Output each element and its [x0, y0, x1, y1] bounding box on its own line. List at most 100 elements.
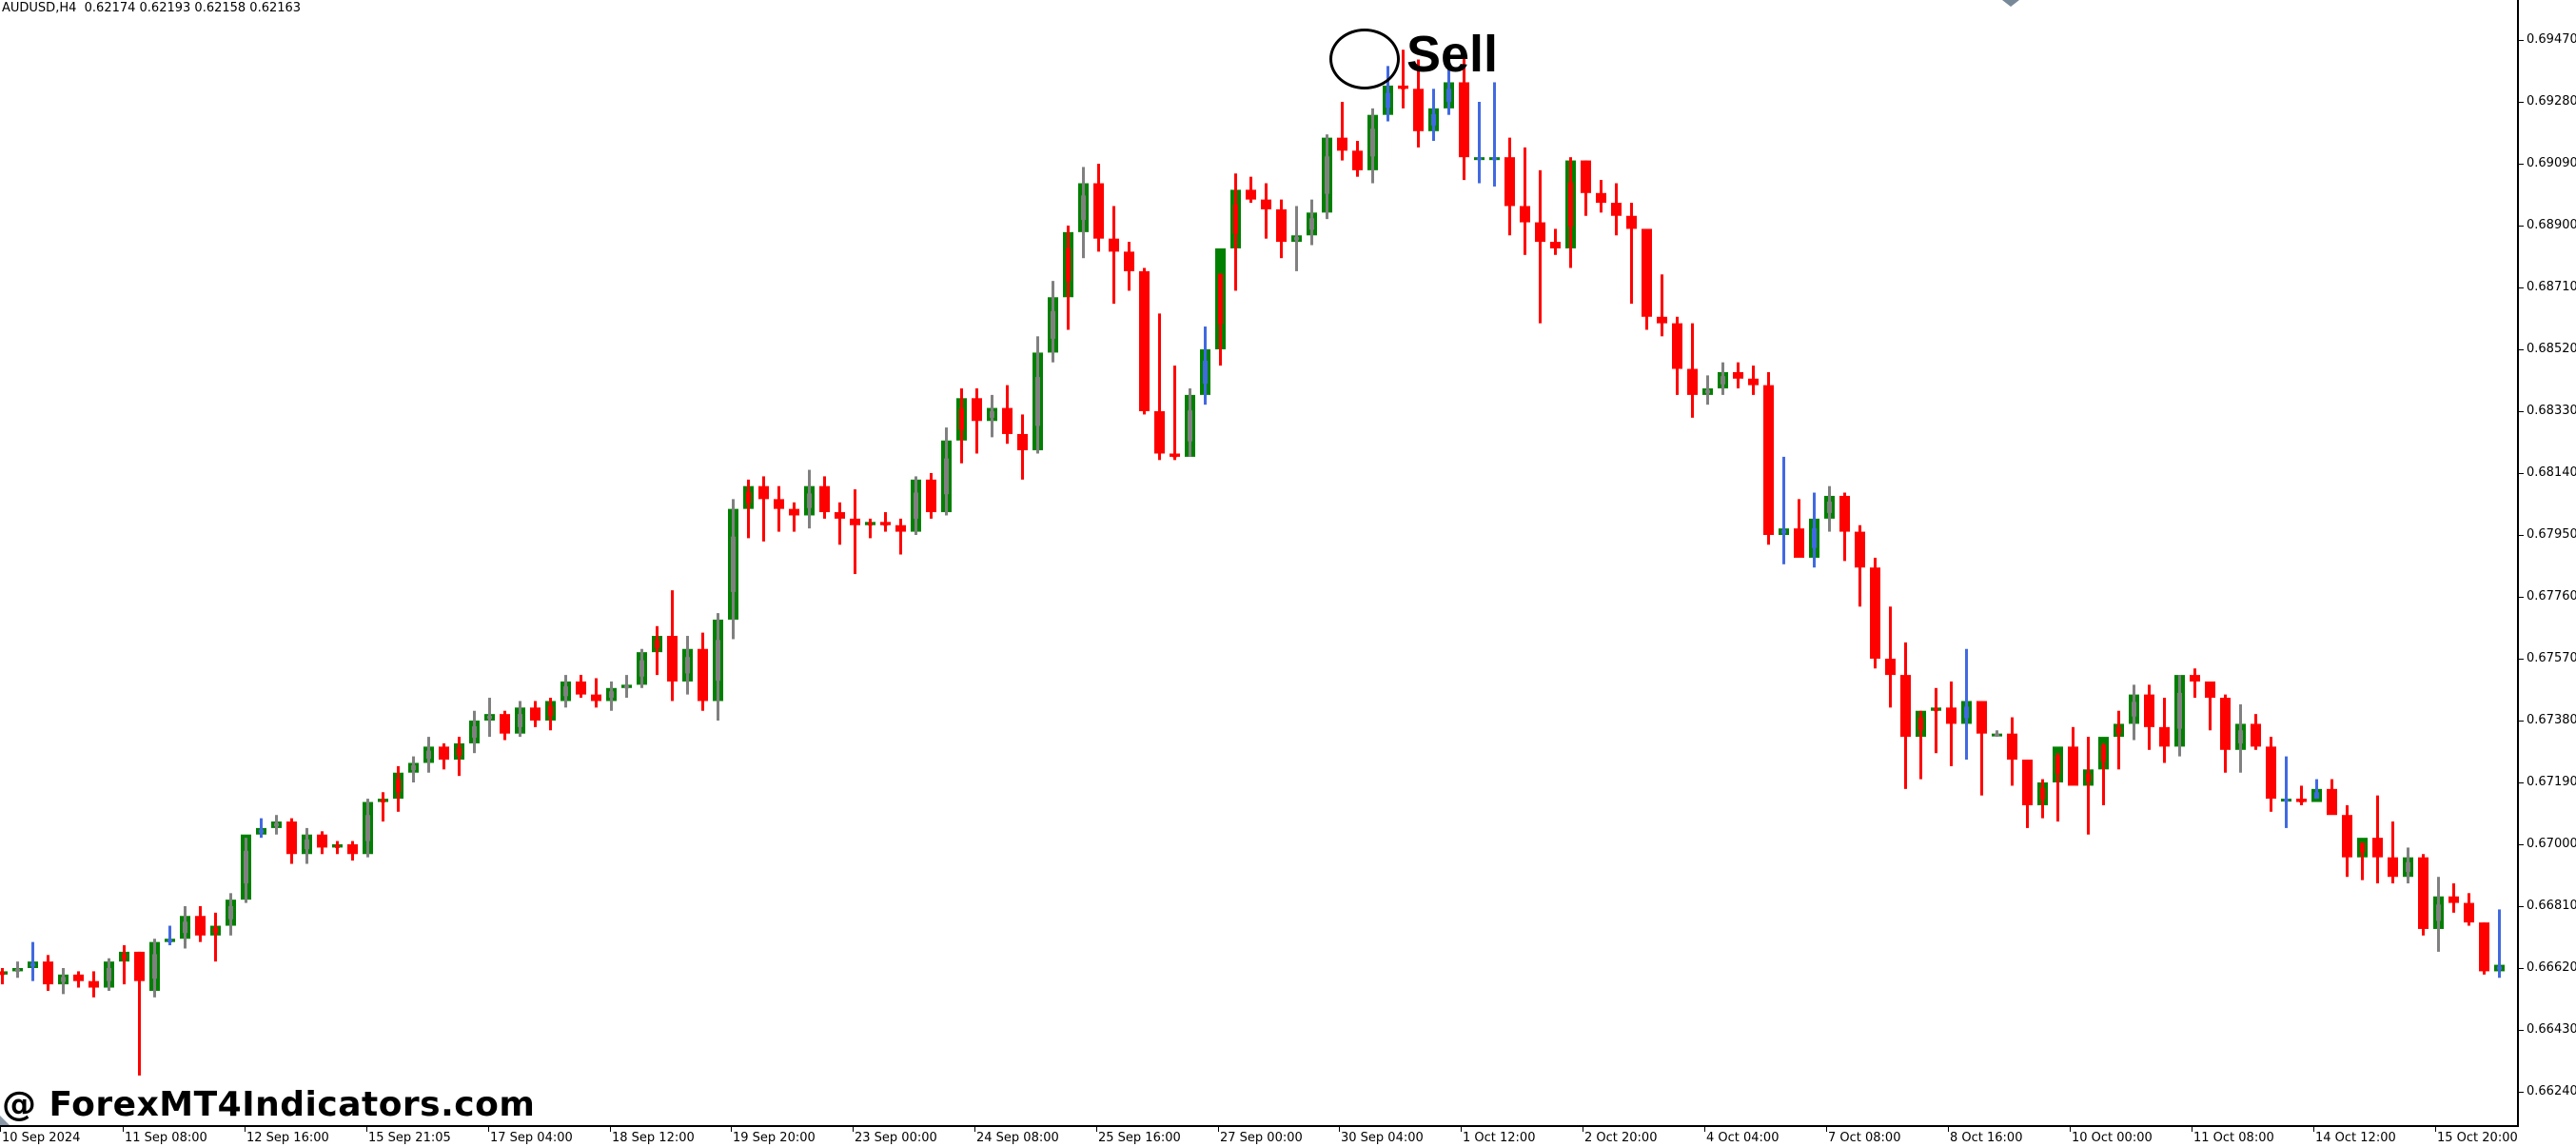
candle	[1048, 281, 1058, 363]
price-tick	[2519, 164, 2524, 165]
candle	[12, 961, 23, 979]
candle	[1170, 366, 1180, 461]
price-label: 0.69090	[2527, 156, 2576, 170]
price-label: 0.69470	[2527, 32, 2576, 47]
price-label: 0.66810	[2527, 899, 2576, 913]
time-label: 25 Sep 16:00	[1098, 1131, 1181, 1145]
price-label: 0.67950	[2527, 527, 2576, 542]
time-tick	[2435, 1127, 2436, 1132]
candle	[302, 827, 312, 864]
candle	[758, 476, 769, 542]
candle	[1961, 648, 1972, 761]
symbol-info: AUDUSD,H4 0.62174 0.62193 0.62158 0.6216…	[2, 1, 302, 15]
candle	[530, 701, 541, 727]
candle	[439, 742, 449, 770]
price-tick	[2519, 40, 2524, 41]
time-tick	[1704, 1127, 1705, 1132]
candle	[1215, 247, 1226, 366]
candle	[1824, 485, 1835, 532]
candle	[2418, 854, 2429, 936]
candle	[1779, 456, 1789, 564]
candle	[835, 502, 845, 545]
sell-signal-circle	[1329, 29, 1400, 89]
candle	[865, 518, 875, 539]
candle	[1535, 169, 1545, 324]
candle	[286, 818, 297, 864]
time-label: 2 Oct 20:00	[1584, 1131, 1658, 1145]
candle	[850, 489, 860, 575]
candle	[43, 955, 53, 991]
candle	[682, 636, 693, 695]
price-tick	[2519, 968, 2524, 969]
candle	[743, 479, 754, 539]
time-tick	[853, 1127, 854, 1132]
time-axis[interactable]: 10 Sep 2024 11 Sep 08:00 12 Sep 16:00 15 Se…	[0, 1125, 2519, 1147]
price-label: 0.67760	[2527, 589, 2576, 603]
candle	[2296, 785, 2307, 805]
candle	[545, 698, 556, 731]
time-label: 15 Sep 21:05	[368, 1131, 451, 1145]
candle	[1581, 160, 1591, 216]
time-tick	[1461, 1127, 1462, 1132]
candle	[2494, 909, 2505, 979]
candle	[1154, 313, 1165, 461]
candle	[1504, 137, 1515, 236]
time-label: 18 Sep 12:00	[612, 1131, 695, 1145]
candle	[2144, 684, 2154, 750]
candle	[972, 388, 982, 454]
candle	[1322, 134, 1332, 220]
corner-triangle-icon	[0, 1116, 10, 1125]
candle	[1032, 336, 1043, 454]
candle	[500, 710, 510, 741]
time-tick	[731, 1127, 732, 1132]
candle	[789, 502, 799, 532]
candle	[2098, 737, 2109, 805]
candle	[149, 939, 160, 998]
candle	[2357, 838, 2368, 880]
candlestick-series	[0, 49, 2505, 1076]
time-tick	[0, 1127, 1, 1132]
candle	[423, 737, 434, 773]
candle	[1596, 180, 1606, 213]
candle	[2251, 714, 2261, 750]
candle	[1428, 89, 1439, 142]
candle	[652, 625, 662, 676]
candle	[2220, 694, 2231, 773]
price-tick	[2519, 473, 2524, 474]
candle	[1718, 362, 1728, 395]
candle	[1992, 730, 2002, 738]
candle	[1626, 203, 1637, 305]
candle	[1642, 228, 1652, 330]
price-tick	[2519, 782, 2524, 783]
time-tick	[610, 1127, 611, 1132]
price-label: 0.68140	[2527, 465, 2576, 480]
time-label: 4 Oct 04:00	[1706, 1131, 1780, 1145]
candle	[1520, 147, 1530, 255]
candle	[1931, 687, 1941, 754]
price-label: 0.69280	[2527, 94, 2576, 109]
chart-shift-marker-icon[interactable]	[2002, 0, 2019, 7]
candle	[28, 941, 38, 981]
candle	[2281, 756, 2291, 828]
candle	[1276, 199, 1287, 259]
time-tick	[1826, 1127, 1827, 1132]
candle	[2159, 698, 2170, 763]
candle	[560, 675, 571, 708]
candle	[941, 427, 952, 516]
price-tick	[2519, 411, 2524, 412]
candle	[2022, 760, 2033, 828]
candle	[956, 388, 967, 464]
candle	[332, 840, 343, 855]
candle	[515, 701, 525, 738]
candle	[713, 613, 723, 721]
candle	[1916, 710, 1926, 780]
candle	[926, 473, 936, 519]
candle	[667, 590, 678, 702]
candle	[1109, 206, 1119, 305]
price-tick	[2519, 844, 2524, 845]
price-axis[interactable]: 0.69470 0.69280 0.69090 0.68900 0.68710 0.685…	[2517, 0, 2576, 1125]
candle	[1870, 557, 1880, 669]
candle	[728, 499, 738, 640]
price-label: 0.68520	[2527, 342, 2576, 356]
chart-plot-area[interactable]	[0, 0, 2517, 1125]
